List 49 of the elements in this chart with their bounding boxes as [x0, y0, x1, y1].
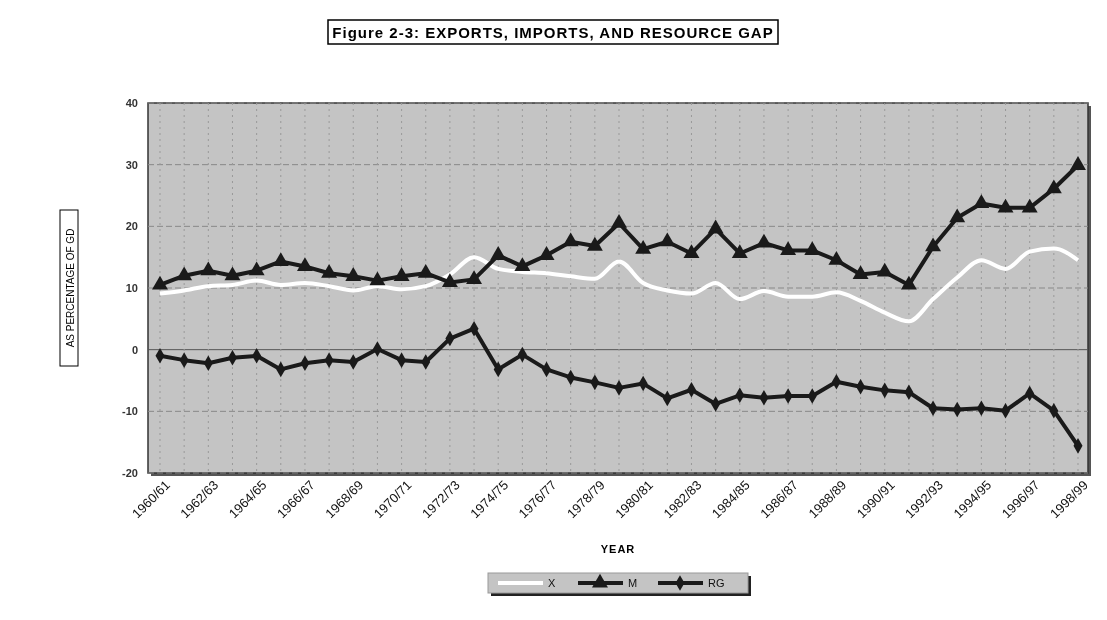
point [900, 275, 917, 290]
point [393, 267, 410, 281]
point [272, 252, 289, 267]
y-tick-label: 10 [125, 282, 138, 294]
point [514, 257, 531, 272]
point [611, 214, 627, 228]
point [321, 264, 338, 278]
point [586, 236, 603, 251]
point [707, 219, 724, 234]
line-series [158, 246, 1080, 324]
legend-label: RG [708, 577, 725, 589]
point [248, 261, 265, 276]
point [369, 271, 386, 286]
point [949, 208, 966, 223]
y-tick-label: 30 [125, 158, 138, 171]
point [828, 251, 845, 265]
point [466, 270, 483, 284]
legend-label: X [548, 577, 556, 589]
point [345, 267, 362, 281]
point [176, 266, 193, 281]
point [1045, 179, 1062, 194]
y-tick-label: -20 [122, 467, 138, 479]
point [973, 194, 990, 209]
point [683, 244, 700, 259]
y-tick-label: 20 [125, 220, 138, 233]
point [731, 244, 748, 259]
y-tick-label: 40 [125, 97, 138, 109]
point [876, 262, 893, 277]
chart-title: Figure 2-3: EXPORTS, IMPORTS, AND RESOURCE GAP [332, 24, 774, 41]
point [224, 266, 241, 281]
y-axis-title: AS PERCENTAGE OF GD [65, 228, 76, 348]
point [852, 265, 869, 280]
point [925, 237, 942, 252]
y-tick-label: -10 [122, 405, 138, 418]
point [1021, 198, 1038, 213]
point [780, 241, 797, 255]
point [296, 257, 313, 272]
point [417, 264, 434, 278]
point [200, 261, 217, 276]
point [997, 198, 1014, 213]
point [562, 232, 579, 247]
point [659, 232, 676, 247]
x-axis-title: YEAR [600, 543, 636, 555]
point [152, 275, 168, 290]
point [635, 239, 652, 254]
y-tick-label: 0 [131, 343, 138, 356]
point [441, 273, 458, 288]
legend-label: M [628, 577, 638, 589]
point [1070, 156, 1086, 170]
